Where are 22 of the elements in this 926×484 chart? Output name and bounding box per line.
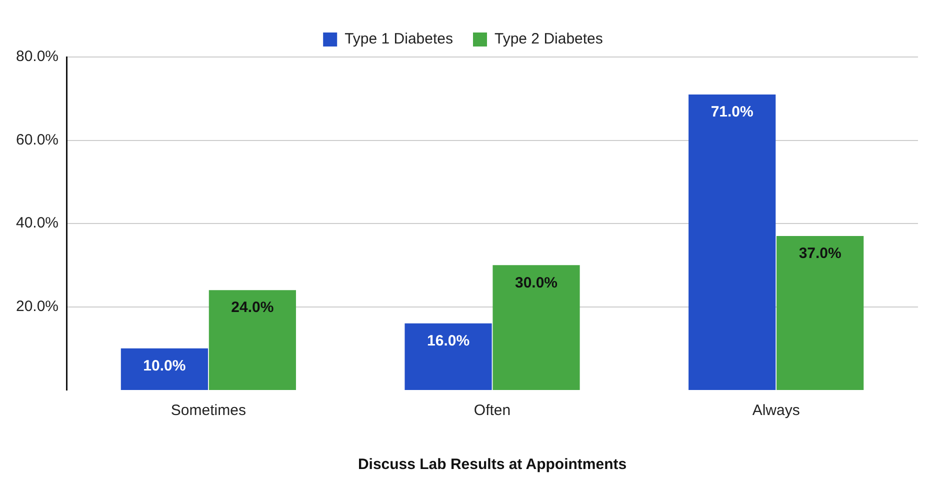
bar (208, 290, 296, 390)
bar (404, 323, 492, 390)
bar (688, 94, 776, 390)
data-label: 37.0% (798, 245, 842, 262)
x-tick-label: Always (752, 402, 800, 420)
data-label: 71.0% (710, 104, 754, 121)
data-label: 16.0% (427, 332, 470, 350)
bar (120, 348, 208, 390)
bar (492, 265, 580, 390)
y-tick-label: 40.0% (16, 214, 59, 232)
y-tick-label: 20.0% (16, 298, 59, 315)
y-tick-label: 60.0% (16, 131, 59, 148)
x-tick-label: Often (474, 402, 511, 420)
y-tick-label: 80.0% (16, 48, 59, 66)
data-label: 30.0% (514, 274, 558, 292)
legend-label: Type 1 Diabetes (344, 30, 454, 48)
x-axis-title: Discuss Lab Results at Appointments (358, 456, 627, 474)
x-tick-label: Sometimes (170, 402, 246, 420)
bar (776, 236, 864, 390)
data-label: 10.0% (143, 358, 186, 375)
legend-label: Type 2 Diabetes (494, 30, 603, 48)
data-label: 24.0% (231, 299, 274, 316)
